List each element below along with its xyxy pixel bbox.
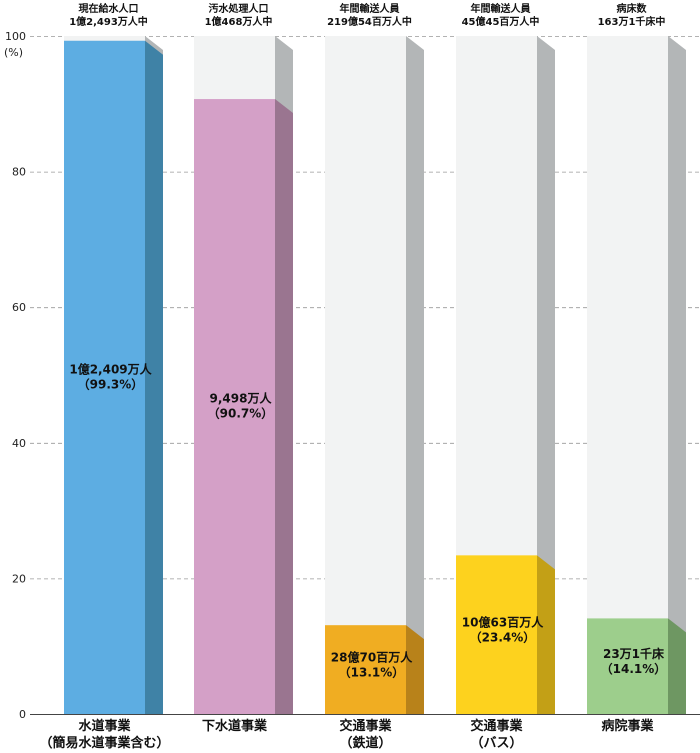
value-bar [64, 40, 145, 715]
bar-header-total: 1億468万人中 [205, 15, 273, 28]
bar-header-title: 年間輸送人員 [471, 2, 531, 15]
x-category-label: 水道事業 [78, 718, 131, 734]
x-category-label: 交通事業 [339, 718, 392, 734]
value-bar-side [668, 618, 686, 714]
data-label-percent: （14.1%） [601, 661, 667, 676]
x-category-sublabel: （バス） [470, 735, 522, 751]
data-label-value: 28億70百万人 [331, 650, 413, 665]
x-category-label: 下水道事業 [202, 718, 268, 734]
bar-header-title: 汚水処理人口 [209, 2, 269, 15]
x-category-sublabel: （簡易水道事業含む） [39, 735, 169, 751]
value-bar [456, 555, 537, 714]
data-label-percent: （23.4%） [470, 630, 536, 645]
value-bar-side [145, 40, 163, 715]
bar-header-total: 163万1千床中 [598, 15, 666, 28]
y-axis-ticks: (%) 0 20 40 60 80 100 [4, 30, 26, 721]
y-tick-label: 40 [12, 437, 26, 450]
background-bar [325, 36, 406, 714]
bar-header-total: 1億2,493万人中 [69, 15, 148, 28]
value-bar-side [275, 99, 293, 714]
background-bar [587, 36, 668, 714]
bar-header-total: 45億45百万人中 [462, 15, 540, 28]
data-label-value: 23万1千床 [603, 646, 665, 661]
bar-header-title: 病床数 [617, 2, 648, 15]
bars [64, 36, 686, 715]
data-label-value: 1億2,409万人 [69, 361, 152, 376]
y-unit-label: (%) [4, 46, 23, 59]
x-category-label: 病院事業 [601, 718, 654, 734]
data-label-percent: （90.7%） [208, 406, 274, 421]
y-tick-label: 80 [12, 166, 26, 179]
x-category-label: 交通事業 [470, 718, 523, 734]
background-bar-side [406, 36, 424, 714]
data-label-value: 10億63百万人 [462, 615, 544, 630]
data-label-percent: （13.1%） [339, 665, 405, 680]
y-tick-label: 60 [12, 301, 26, 314]
bar-header-title: 年間輸送人員 [340, 2, 400, 15]
y-tick-label: 0 [19, 708, 26, 721]
background-bar-side [537, 36, 555, 714]
value-bar [325, 625, 406, 714]
value-bar-side [406, 625, 424, 714]
y-tick-label: 100 [5, 30, 26, 43]
value-bar [194, 99, 275, 714]
data-label-value: 9,498万人 [210, 391, 273, 406]
value-bar [587, 618, 668, 714]
background-bar-side [668, 36, 686, 714]
value-bar-side [537, 555, 555, 714]
x-category-sublabel: （鉄道） [339, 735, 391, 751]
bar-header-title: 現在給水人口 [79, 2, 139, 15]
bar-header-total: 219億54百万人中 [327, 15, 412, 28]
y-tick-label: 20 [12, 572, 26, 585]
data-label-percent: （99.3%） [78, 376, 144, 391]
